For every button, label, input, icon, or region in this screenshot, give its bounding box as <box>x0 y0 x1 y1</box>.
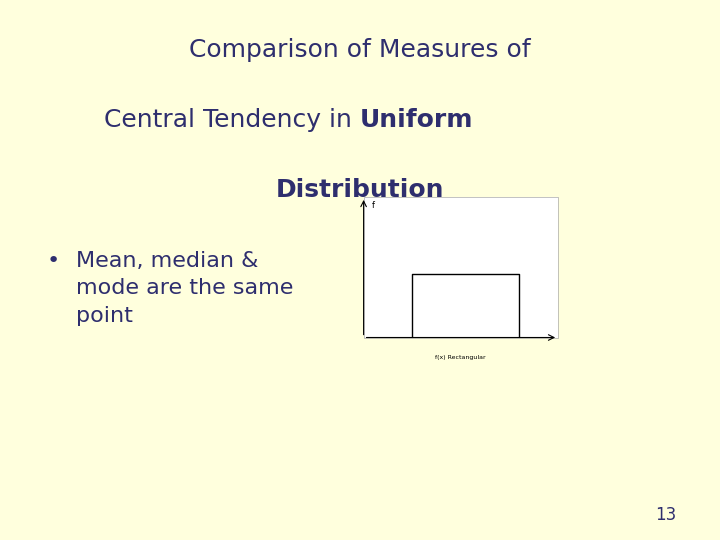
Text: f: f <box>372 201 374 211</box>
Text: Distribution: Distribution <box>276 178 444 202</box>
Text: Uniform: Uniform <box>360 108 474 132</box>
Bar <box>364 197 558 338</box>
Text: 13: 13 <box>655 506 677 524</box>
Text: f(x) Rectangular: f(x) Rectangular <box>436 355 486 360</box>
Text: Mean, median &
mode are the same
point: Mean, median & mode are the same point <box>76 251 293 326</box>
Text: Central Tendency in: Central Tendency in <box>104 108 360 132</box>
Text: Comparison of Measures of: Comparison of Measures of <box>189 38 531 62</box>
Text: •: • <box>47 251 60 271</box>
